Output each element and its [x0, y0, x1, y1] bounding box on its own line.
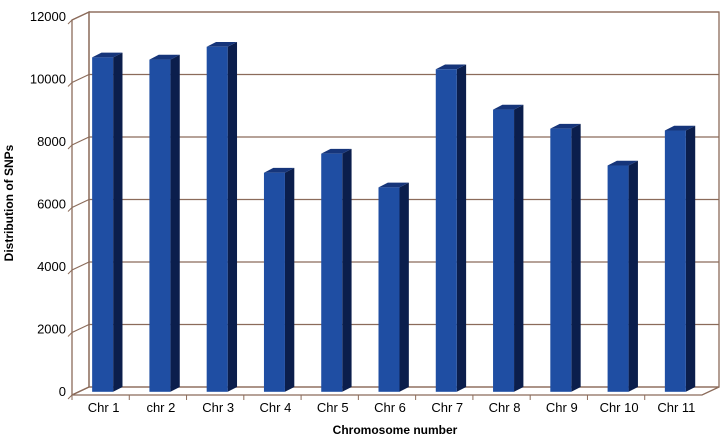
bar-top: [378, 182, 409, 188]
y-tick-mark: [67, 19, 73, 25]
bar-top: [607, 160, 638, 166]
bar: [493, 104, 524, 392]
bar-top: [664, 125, 696, 131]
x-tick-label: Chr 6: [374, 400, 406, 415]
x-tick-label: Chr 8: [489, 400, 521, 415]
x-tick-label: Chr 9: [546, 400, 578, 415]
bar: [435, 64, 467, 392]
y-tick-mark: [67, 82, 73, 87]
y-tick-label: 12000: [30, 9, 66, 24]
gridline-side: [71, 323, 90, 334]
bar: [206, 41, 238, 392]
bar-top: [493, 104, 524, 110]
y-tick-mark: [67, 144, 73, 150]
bar-front: [493, 109, 515, 392]
y-tick-label: 6000: [37, 197, 66, 212]
y-tick-mark: [67, 394, 73, 400]
x-tick-label: Chr 11: [657, 400, 695, 415]
x-tick-label: Chr 5: [317, 400, 349, 415]
bar: [263, 167, 295, 392]
bar-top: [206, 41, 238, 47]
bar-top: [263, 167, 295, 173]
bar-side: [628, 160, 638, 392]
bars: [92, 41, 696, 392]
bar-side: [170, 54, 180, 392]
bar-side: [284, 167, 295, 392]
bar-side: [227, 41, 238, 392]
y-tick-labels: 0 2000 4000 6000 8000 10000 12000: [30, 9, 66, 399]
bar-front: [664, 130, 686, 392]
bar-front: [149, 59, 171, 392]
gridline-side: [71, 261, 90, 271]
bar-front: [607, 165, 629, 392]
bar-top: [435, 64, 467, 70]
bar-top: [321, 148, 352, 154]
x-tick-label: Chr 1: [88, 400, 120, 415]
x-tick-labels: Chr 1 chr 2 Chr 3 Chr 4 Chr 5 Chr 6 Chr 7 Chr 8…: [88, 400, 696, 415]
bar-side: [685, 125, 696, 392]
bar-front: [378, 187, 400, 392]
bar: [550, 123, 581, 392]
y-tick-label: 2000: [37, 322, 66, 337]
y-tick-label: 8000: [37, 134, 66, 149]
bar-top: [149, 54, 180, 60]
y-tick-mark: [67, 269, 73, 275]
x-tick-label: Chr 10: [600, 400, 639, 415]
y-tick-label: 0: [59, 384, 66, 399]
gridline-side: [71, 136, 90, 146]
x-axis-title: Chromosome number: [333, 423, 458, 437]
bar-front: [263, 172, 285, 392]
bar-side: [399, 182, 409, 392]
y-tick-mark: [67, 207, 73, 212]
bar-top: [92, 52, 123, 58]
bar-side: [514, 104, 524, 392]
bar-side: [113, 52, 123, 392]
bar-front: [435, 69, 457, 392]
bar: [149, 54, 180, 392]
bar-front: [206, 46, 228, 392]
bar-side: [342, 148, 352, 392]
gridline-side: [71, 73, 90, 84]
bar-side: [571, 123, 581, 392]
x-tick-label: chr 2: [146, 400, 175, 415]
bar: [607, 160, 638, 392]
bar-front: [321, 153, 343, 392]
x-tick-label: Chr 4: [260, 400, 292, 415]
y-tick-mark: [67, 332, 73, 337]
bar-front: [92, 57, 114, 392]
bar-top: [550, 123, 581, 129]
bar-side: [456, 64, 467, 392]
bar: [321, 148, 352, 392]
gridline-side: [71, 198, 90, 209]
bar: [378, 182, 409, 392]
x-tick-label: Chr 3: [202, 400, 234, 415]
bar-front: [550, 128, 572, 392]
y-tick-label: 10000: [30, 72, 66, 87]
bar: [92, 52, 123, 392]
x-tick-label: Chr 7: [431, 400, 463, 415]
floor: [71, 386, 720, 396]
y-tick-label: 4000: [37, 259, 66, 274]
gridline-side: [71, 11, 90, 21]
y-axis-title: Distribution of SNPs: [2, 144, 16, 261]
bar: [664, 125, 696, 392]
